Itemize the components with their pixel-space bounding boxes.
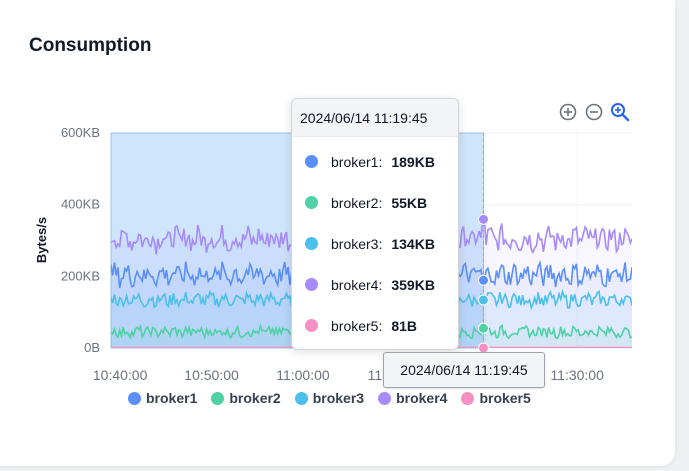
y-tick-label: 200KB [61,268,100,283]
series-dot-icon [305,319,318,332]
y-axis: 600KB 400KB 200KB 0B [61,125,100,355]
chart-toolbar [558,102,630,122]
legend-dot-icon [128,391,141,405]
tooltip-series-value: 359KB [391,276,435,293]
x-tick-label: 11:00:00 [276,367,330,383]
legend-dot-icon [211,391,225,405]
pointer-dot-broker1 [477,274,489,286]
y-axis-label: Bytes/s [34,217,49,263]
tooltip-series-name: broker1: [331,153,383,170]
axis-pointer-label: 2024/06/14 11:19:45 [383,352,545,388]
legend-label: broker3 [312,390,365,406]
tooltip-row-broker4: broker4: 359KB [292,264,458,305]
tooltip-series-name: broker5: [331,317,383,334]
x-tick-label: 10:50:00 [184,367,239,383]
tooltip-series-name: broker3: [331,235,383,252]
series-dot-icon [305,155,318,168]
tooltip-row-broker3: broker3: 134KB [292,223,458,264]
zoom-out-icon[interactable] [584,102,604,122]
tooltip-series-value: 55KB [391,194,428,211]
pointer-dot-broker4 [477,213,489,225]
series-dot-icon [305,237,318,250]
tooltip-series-name: broker4: [331,276,383,293]
tooltip-row-broker5: broker5: 81B [292,305,458,346]
zoom-in-icon[interactable] [558,102,578,122]
legend-label: broker2 [229,390,281,406]
chart-tooltip: 2024/06/14 11:19:45 broker1: 189KB broke… [291,98,459,350]
tooltip-series-value: 189KB [391,153,435,170]
pointer-dot-broker2 [477,322,489,334]
tooltip-series-value: 81B [391,317,418,334]
legend-dot-icon [378,391,392,405]
tooltip-row-broker1: broker1: 189KB [292,141,458,182]
legend-item-broker5[interactable]: broker5 [461,390,531,406]
chart-legend: broker1 broker2 broker3 broker4 broker5 [128,389,531,407]
legend-label: broker5 [479,390,531,406]
x-tick-label: 10:40:00 [93,367,148,383]
magnifier-icon[interactable] [610,102,630,122]
legend-dot-icon [294,391,308,405]
tooltip-row-broker2: broker2: 55KB [292,182,458,223]
series-dot-icon [305,278,318,291]
card-title: Consumption [29,35,152,56]
y-tick-label: 400KB [61,197,100,212]
pointer-dot-broker3 [477,294,489,306]
tooltip-series-name: broker2: [331,194,383,211]
tooltip-title: 2024/06/14 11:19:45 [292,99,458,137]
y-tick-label: 0B [84,340,100,355]
legend-dot-icon [461,391,475,405]
legend-label: broker1 [146,390,198,406]
x-tick-label: 11:30:00 [550,367,604,383]
legend-item-broker1[interactable]: broker1 [128,390,197,406]
series-dot-icon [305,196,318,209]
y-tick-label: 600KB [61,125,100,140]
legend-item-broker3[interactable]: broker3 [294,390,365,406]
tooltip-series-value: 134KB [391,235,435,252]
legend-label: broker4 [396,390,448,406]
legend-item-broker4[interactable]: broker4 [378,390,447,406]
legend-item-broker2[interactable]: broker2 [211,390,281,406]
